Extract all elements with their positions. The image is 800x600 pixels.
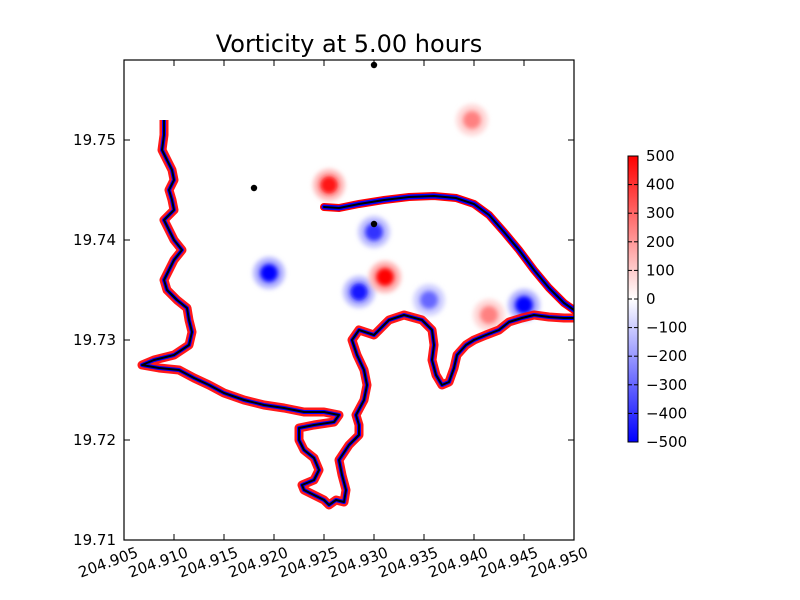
colorbar-tick-label: −400 xyxy=(646,404,687,422)
vortex-core xyxy=(350,283,368,301)
vortex-core xyxy=(365,223,383,241)
y-tick-label: 19.74 xyxy=(73,231,116,249)
gauge-marker xyxy=(370,220,378,228)
y-tick-label: 19.71 xyxy=(73,531,116,549)
vortex-core xyxy=(515,296,533,314)
colorbar: 500 400 300 200 100 0 −100 −200 −300 −400 −500 xyxy=(627,147,687,451)
y-tick-label: 19.73 xyxy=(73,331,116,349)
vortex-core xyxy=(480,306,498,324)
plot-frame xyxy=(123,59,575,541)
y-axis: 19.71 19.72 19.73 19.74 19.75 xyxy=(73,131,574,549)
colorbar-tick-label: 200 xyxy=(646,233,675,251)
vortex-core xyxy=(260,264,278,282)
colorbar-tick-label: −300 xyxy=(646,376,687,394)
coastline-layer xyxy=(137,120,574,510)
vortex-core xyxy=(420,291,438,309)
y-tick-label: 19.75 xyxy=(73,131,116,149)
chart-title: Vorticity at 5.00 hours xyxy=(216,30,483,58)
colorbar-tick-label: 300 xyxy=(646,204,675,222)
colorbar-tick-label: −200 xyxy=(646,347,687,365)
vortex-core xyxy=(376,268,394,286)
breakwater xyxy=(323,194,574,311)
coastline xyxy=(141,120,574,506)
colorbar-tick-label: 500 xyxy=(646,147,675,165)
plot-area xyxy=(124,60,574,540)
colorbar-tick-label: −100 xyxy=(646,319,687,337)
vorticity-field xyxy=(253,104,540,331)
vortex-core xyxy=(463,111,481,129)
colorbar-tick-label: 0 xyxy=(646,290,656,308)
gauge-marker xyxy=(250,184,258,192)
y-tick-label: 19.72 xyxy=(73,431,116,449)
colorbar-tick-label: 400 xyxy=(646,176,675,194)
colorbar-ticks: 500 400 300 200 100 0 −100 −200 −300 −400 −500 xyxy=(628,147,687,451)
colorbar-tick-label: 100 xyxy=(646,261,675,279)
vortex-core xyxy=(320,176,338,194)
colorbar-tick-label: −500 xyxy=(646,433,687,451)
